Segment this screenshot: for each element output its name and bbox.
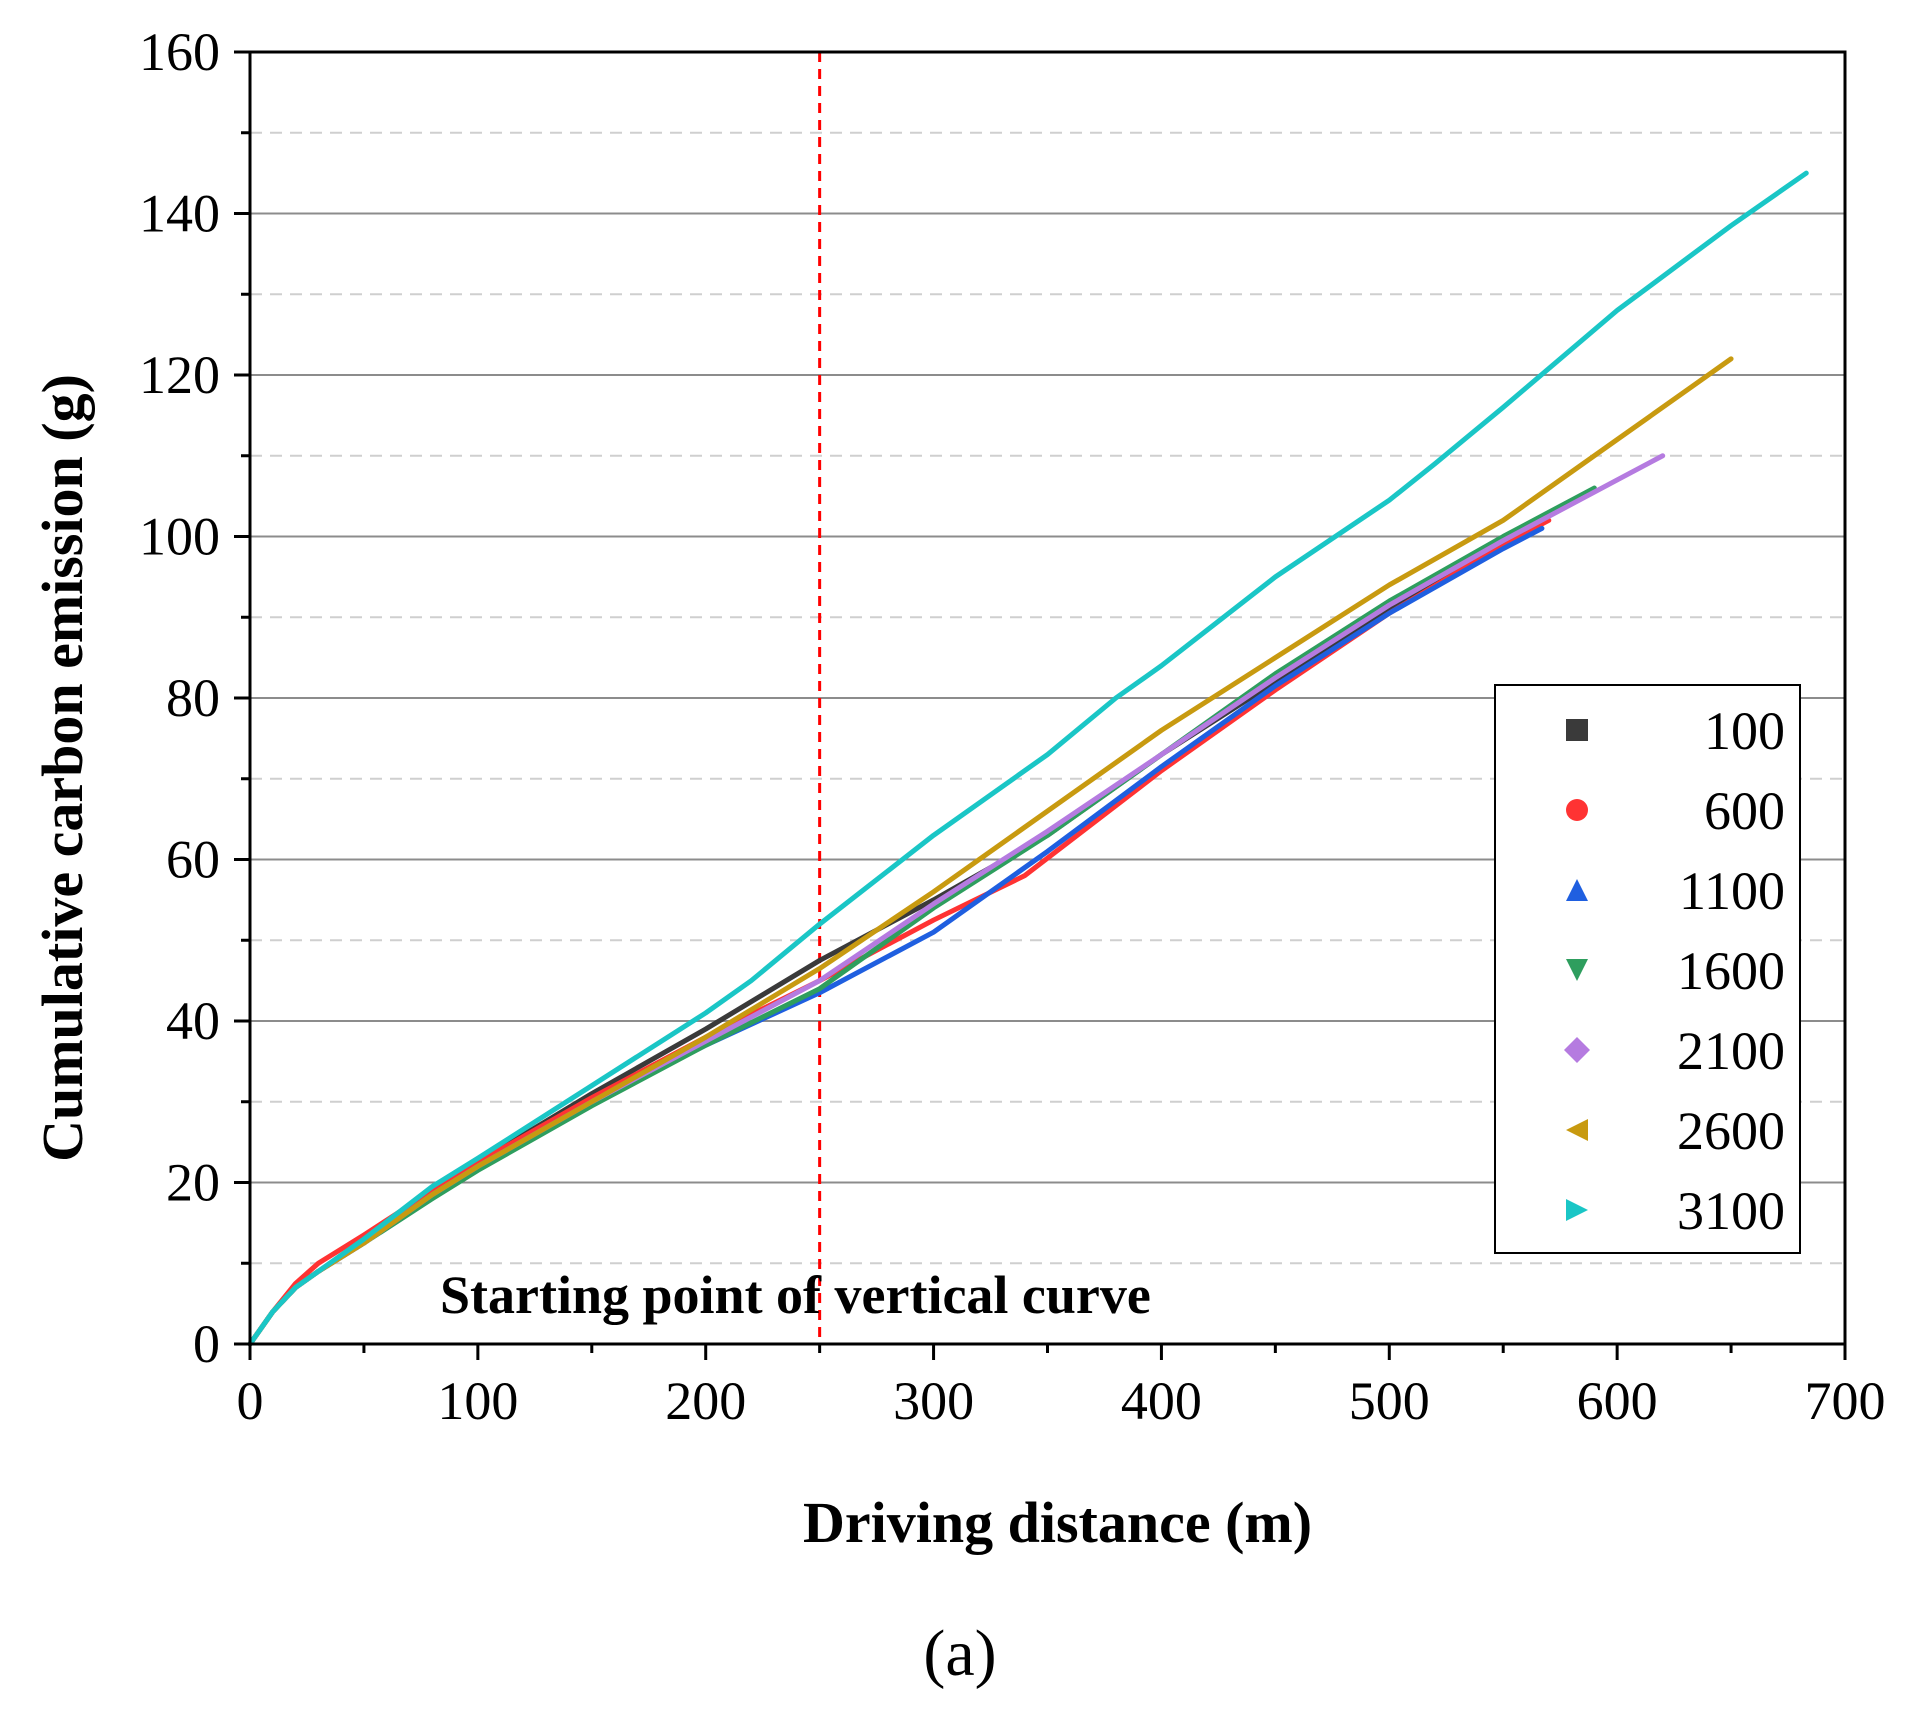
y-tick-label: 140: [139, 184, 220, 244]
legend-label-100: 100: [1704, 701, 1785, 761]
legend-label-2600: 2600: [1677, 1101, 1785, 1161]
legend-marker-2100: [1564, 1037, 1590, 1063]
axes: 0 100 200 300 400 500 600 700 0 20 40 60 80 100 120 140…: [139, 22, 1886, 1431]
legend-label-2100: 2100: [1677, 1021, 1785, 1081]
y-axis-title: Cumulative carbon emission (g): [30, 374, 95, 1162]
legend-marker-1600: [1566, 959, 1588, 981]
y-tick-label: 100: [139, 507, 220, 567]
panel-label: (a): [923, 1617, 996, 1690]
series-layer: [247, 170, 1809, 1347]
x-tick-label: 0: [237, 1371, 264, 1431]
legend-box: [1494, 684, 1801, 1254]
x-tick-label: 300: [893, 1371, 974, 1431]
y-tick-label: 80: [166, 668, 220, 728]
legend-label-1100: 1100: [1679, 861, 1785, 921]
x-tick-label: 700: [1805, 1371, 1886, 1431]
legend-label-600: 600: [1704, 781, 1785, 841]
x-tick-label: 500: [1349, 1371, 1430, 1431]
x-tick-label: 200: [665, 1371, 746, 1431]
y-tick-label: 0: [193, 1314, 220, 1374]
x-tick-label: 100: [437, 1371, 518, 1431]
y-tick-label: 120: [139, 345, 220, 405]
x-tick-label: 400: [1121, 1371, 1202, 1431]
x-axis-title: Driving distance (m): [803, 1490, 1312, 1555]
legend-marker-600: [1566, 799, 1588, 821]
y-tick-label: 60: [166, 830, 220, 890]
x-tick-label: 600: [1577, 1371, 1658, 1431]
series-line-2100: [247, 453, 1666, 1347]
legend-marker-3100: [1566, 1199, 1588, 1221]
legend-marker-1100: [1566, 879, 1588, 901]
y-tick-label: 40: [166, 991, 220, 1051]
series-line-3100: [247, 170, 1809, 1347]
legend-label-3100: 3100: [1677, 1181, 1785, 1241]
legend-marker-100: [1566, 719, 1588, 741]
vertical-curve-annotation: Starting point of vertical curve: [440, 1265, 1151, 1325]
y-tick-label: 20: [166, 1153, 220, 1213]
legend-marker-2600: [1566, 1119, 1588, 1141]
legend: 100 600 1100 1600 2100 2600 3100: [1494, 684, 1801, 1254]
y-tick-label: 160: [139, 22, 220, 82]
legend-label-1600: 1600: [1677, 941, 1785, 1001]
